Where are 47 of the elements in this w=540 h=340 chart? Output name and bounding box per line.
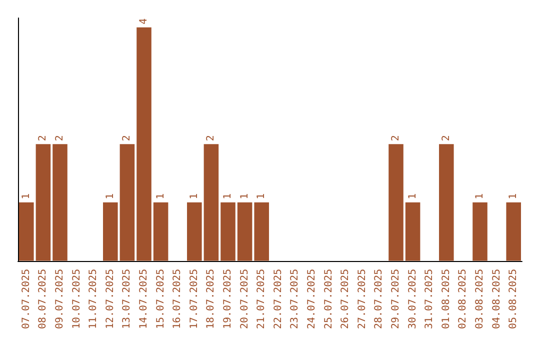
data-label: 2 xyxy=(390,135,402,142)
x-tick-label: 19.07.2025 xyxy=(222,268,234,330)
x-tick-label: 03.08.2025 xyxy=(474,268,486,330)
x-tick-label: 14.07.2025 xyxy=(138,268,150,330)
x-tick-label: 11.07.2025 xyxy=(88,268,100,330)
x-tick-label: 17.07.2025 xyxy=(188,268,200,330)
data-label: 1 xyxy=(508,193,520,200)
x-tick-label: 26.07.2025 xyxy=(340,268,352,330)
x-tick-label: 12.07.2025 xyxy=(104,268,116,330)
x-tick-label: 13.07.2025 xyxy=(122,268,133,330)
data-label: 2 xyxy=(54,135,66,142)
x-tick-label: 15.07.2025 xyxy=(155,268,166,330)
data-label: 1 xyxy=(155,193,166,200)
data-label: 2 xyxy=(440,135,452,142)
x-tick-label: 04.08.2025 xyxy=(491,268,502,330)
x-tick-label: 23.07.2025 xyxy=(290,268,301,330)
data-label: 4 xyxy=(138,18,150,24)
x-tick-label: 28.07.2025 xyxy=(374,268,385,330)
x-tick-label: 22.07.2025 xyxy=(272,268,284,330)
x-tick-label: 31.07.2025 xyxy=(424,268,436,330)
x-tick-label: 10.07.2025 xyxy=(71,268,82,330)
data-label: 1 xyxy=(474,193,486,200)
data-label: 2 xyxy=(122,135,133,142)
x-tick-label: 07.07.2025 xyxy=(20,268,32,330)
x-tick-label: 02.08.2025 xyxy=(458,268,469,330)
data-label: 1 xyxy=(256,193,268,200)
x-tick-label: 27.07.2025 xyxy=(356,268,368,330)
x-tick-label: 08.07.2025 xyxy=(38,268,49,330)
data-label: 2 xyxy=(206,135,217,142)
x-tick-label: 05.08.2025 xyxy=(508,268,520,330)
data-label: 1 xyxy=(239,193,250,200)
x-tick-label: 29.07.2025 xyxy=(390,268,402,330)
x-tick-label: 30.07.2025 xyxy=(407,268,418,330)
data-label: 1 xyxy=(407,193,418,200)
data-label: 1 xyxy=(222,193,234,200)
data-label: 1 xyxy=(104,193,116,200)
x-tick-label: 16.07.2025 xyxy=(172,268,184,330)
data-label: 2 xyxy=(38,135,49,142)
data-label: 1 xyxy=(188,193,200,200)
x-tick-label: 09.07.2025 xyxy=(54,268,66,330)
data-label: 1 xyxy=(20,193,32,200)
x-tick-label: 20.07.2025 xyxy=(239,268,250,330)
x-tick-label: 01.08.2025 xyxy=(440,268,452,330)
x-tick-label: 25.07.2025 xyxy=(323,268,334,330)
x-tick-label: 24.07.2025 xyxy=(306,268,318,330)
x-tick-label: 18.07.2025 xyxy=(206,268,217,330)
x-tick-label: 21.07.2025 xyxy=(256,268,268,330)
